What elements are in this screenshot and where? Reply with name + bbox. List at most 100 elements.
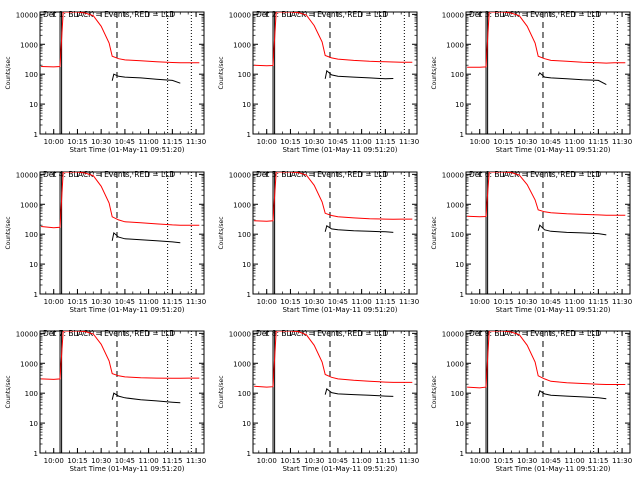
- x-tick-label: 10:00: [44, 457, 64, 465]
- panel-title: Det 1: BLACK = Events, RED = LLD: [43, 10, 175, 19]
- x-tick-label: 11:30: [399, 138, 419, 146]
- x-tick-label: 10:30: [517, 138, 537, 146]
- x-tick-label: 10:30: [517, 457, 537, 465]
- x-axis-label: Start Time (01-May-11 09:51:20): [495, 146, 610, 154]
- panel-title: Det 7: BLACK = Events, RED = LLD: [43, 329, 175, 338]
- panel-title: Det 6: BLACK = Events, RED = LLD: [469, 170, 601, 179]
- x-axis-label: Start Time (01-May-11 09:51:20): [282, 465, 397, 473]
- y-tick-label: 100: [238, 231, 251, 239]
- x-tick-label: 10:00: [44, 138, 64, 146]
- y-tick-label: 1: [247, 450, 251, 458]
- x-tick-label: 11:00: [565, 457, 585, 465]
- plot-frame: [252, 171, 418, 295]
- y-tick-label: 1000: [20, 360, 38, 368]
- y-tick-label: 1000: [20, 201, 38, 209]
- x-tick-label: 10:30: [91, 138, 111, 146]
- plot-area: [41, 12, 200, 84]
- y-tick-label: 10: [29, 420, 38, 428]
- y-tick-label: 100: [451, 390, 464, 398]
- x-tick-label: 10:15: [493, 138, 513, 146]
- lld-series-line: [467, 12, 626, 68]
- lld-series-line: [467, 172, 626, 218]
- y-tick-label: 10000: [16, 171, 38, 179]
- x-tick-label: 10:45: [541, 138, 561, 146]
- x-tick-label: 10:15: [280, 138, 300, 146]
- x-tick-label: 11:15: [162, 298, 182, 306]
- x-axis-label: Start Time (01-May-11 09:51:20): [69, 146, 184, 154]
- x-tick-label: 11:30: [612, 457, 632, 465]
- y-tick-label: 1000: [446, 201, 464, 209]
- plot-area: [41, 172, 200, 244]
- y-tick-label: 1000: [233, 201, 251, 209]
- y-tick-label: 100: [25, 231, 38, 239]
- x-tick-label: 11:30: [612, 138, 632, 146]
- plot-frame: [39, 11, 205, 135]
- y-axis-label: Counts/sec: [431, 375, 438, 408]
- x-tick-label: 11:30: [399, 298, 419, 306]
- x-tick-label: 11:00: [139, 138, 159, 146]
- panel-title: Det 2: BLACK = Events, RED = LLD: [256, 10, 388, 19]
- x-tick-label: 10:45: [115, 457, 135, 465]
- x-tick-label: 10:30: [304, 138, 324, 146]
- y-tick-label: 10: [242, 420, 251, 428]
- y-tick-label: 1: [460, 291, 464, 299]
- events-series-line: [111, 392, 181, 404]
- x-axis-label: Start Time (01-May-11 09:51:20): [495, 465, 610, 473]
- x-axis-label: Start Time (01-May-11 09:51:20): [282, 306, 397, 314]
- x-tick-label: 11:30: [612, 298, 632, 306]
- y-tick-label: 100: [238, 390, 251, 398]
- y-tick-label: 10000: [16, 11, 38, 19]
- y-axis-label: Counts/sec: [431, 56, 438, 89]
- panel-title: Det 4: BLACK = Events, RED = LLD: [43, 170, 175, 179]
- events-series-line: [537, 390, 607, 400]
- x-tick-label: 10:15: [280, 457, 300, 465]
- plot-area: [467, 331, 626, 400]
- lld-series-line: [467, 331, 626, 389]
- x-axis-label: Start Time (01-May-11 09:51:20): [282, 146, 397, 154]
- x-tick-label: 10:00: [257, 298, 277, 306]
- panel-title: Det 9: BLACK = Events, RED = LLD: [469, 329, 601, 338]
- y-tick-label: 10000: [229, 11, 251, 19]
- y-tick-label: 1: [460, 131, 464, 139]
- panel-title: Det 5: BLACK = Events, RED = LLD: [256, 170, 388, 179]
- x-tick-label: 11:00: [352, 457, 372, 465]
- y-tick-label: 1: [247, 291, 251, 299]
- x-tick-label: 11:15: [375, 138, 395, 146]
- x-tick-label: 10:00: [470, 457, 490, 465]
- plot-frame: [39, 171, 205, 295]
- x-tick-label: 10:00: [44, 298, 64, 306]
- x-tick-label: 11:15: [375, 298, 395, 306]
- x-tick-label: 11:30: [399, 457, 419, 465]
- y-tick-label: 1: [460, 450, 464, 458]
- x-tick-label: 10:45: [541, 457, 561, 465]
- y-tick-label: 10: [455, 420, 464, 428]
- y-axis-label: Counts/sec: [218, 216, 225, 249]
- y-tick-label: 1000: [233, 41, 251, 49]
- x-tick-label: 11:15: [375, 457, 395, 465]
- y-tick-label: 1000: [446, 41, 464, 49]
- panel-5: 1 10 100 1000 10000 10:00 10:15 10:30 10:45 11:00…: [218, 170, 419, 314]
- x-tick-label: 10:00: [470, 138, 490, 146]
- y-tick-label: 100: [451, 231, 464, 239]
- panel-1: 1 10 100 1000 10000 10:00 10:15 10:30 10:45 11:00…: [5, 10, 206, 154]
- y-tick-label: 100: [25, 390, 38, 398]
- lld-series-line: [41, 12, 200, 68]
- plot-frame: [39, 330, 205, 454]
- plot-frame: [252, 11, 418, 135]
- x-tick-label: 10:45: [115, 138, 135, 146]
- y-axis-label: Counts/sec: [431, 216, 438, 249]
- events-series-line: [111, 73, 181, 84]
- x-tick-label: 11:15: [588, 138, 608, 146]
- x-tick-label: 10:15: [67, 298, 87, 306]
- panel-7: 1 10 100 1000 10000 10:00 10:15 10:30 10:45 11:00…: [5, 329, 206, 473]
- y-tick-label: 10000: [229, 171, 251, 179]
- y-tick-label: 10: [455, 101, 464, 109]
- x-tick-label: 10:45: [328, 138, 348, 146]
- x-tick-label: 11:00: [352, 298, 372, 306]
- x-tick-label: 11:15: [588, 298, 608, 306]
- panel-8: 1 10 100 1000 10000 10:00 10:15 10:30 10:45 11:00…: [218, 329, 419, 473]
- lld-series-line: [254, 12, 413, 67]
- y-axis-label: Counts/sec: [218, 56, 225, 89]
- y-tick-label: 10000: [16, 330, 38, 338]
